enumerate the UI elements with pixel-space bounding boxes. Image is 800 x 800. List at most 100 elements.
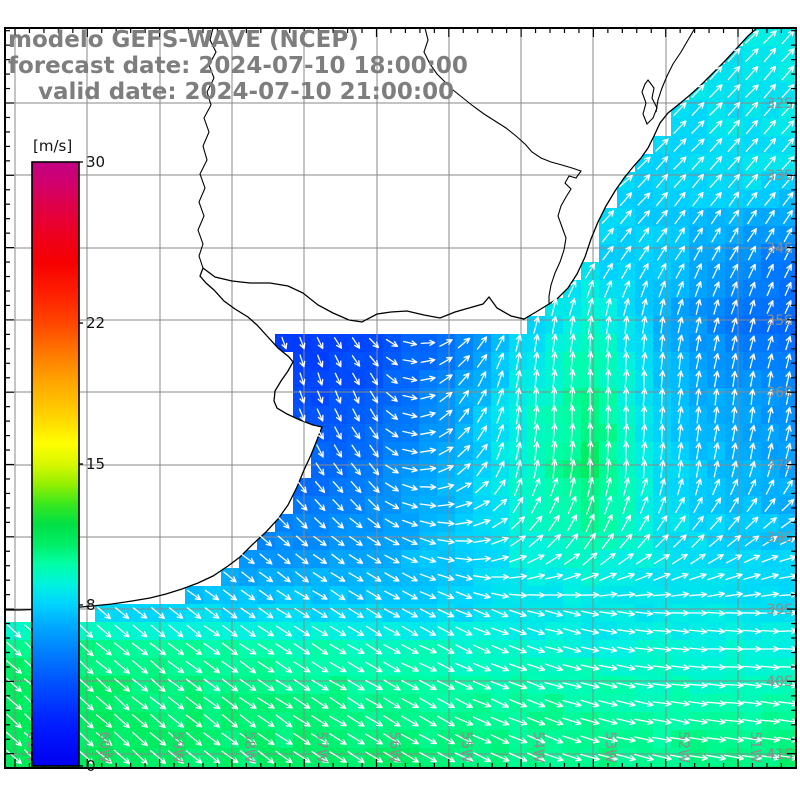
wind-arrow bbox=[601, 533, 615, 549]
wind-arrow bbox=[472, 555, 492, 562]
wind-arrow bbox=[221, 660, 239, 674]
wind-arrow bbox=[419, 697, 437, 709]
wind-arrow bbox=[317, 372, 324, 386]
wind-arrow bbox=[275, 661, 293, 673]
wind-arrow bbox=[437, 680, 455, 690]
wind-arrow bbox=[78, 641, 94, 657]
wind-arrow bbox=[641, 352, 648, 370]
wind-arrow bbox=[569, 477, 577, 497]
wind-arrow bbox=[746, 191, 758, 207]
wind-arrow bbox=[458, 408, 470, 422]
wind-arrow bbox=[352, 408, 360, 422]
wind-arrow bbox=[496, 388, 505, 406]
wind-arrow bbox=[659, 406, 666, 424]
wind-arrow bbox=[623, 387, 630, 407]
wind-arrow bbox=[96, 624, 112, 638]
wind-arrow bbox=[705, 754, 727, 761]
wind-arrow bbox=[385, 356, 399, 366]
wind-arrow bbox=[533, 333, 540, 353]
wind-arrow bbox=[131, 642, 149, 656]
wind-arrow bbox=[652, 754, 672, 762]
wind-arrow bbox=[296, 499, 308, 511]
wind-arrow bbox=[749, 299, 756, 315]
wind-arrow bbox=[508, 681, 528, 690]
wind-arrow bbox=[785, 425, 792, 441]
wind-arrow bbox=[510, 516, 526, 530]
wind-arrow bbox=[203, 714, 221, 728]
wind-arrow bbox=[709, 102, 723, 116]
wind-arrow bbox=[114, 642, 130, 656]
wind-arrow bbox=[533, 387, 540, 407]
wind-arrow bbox=[332, 499, 344, 511]
wind-arrow bbox=[437, 644, 455, 654]
wind-arrow bbox=[616, 700, 636, 708]
wind-arrow bbox=[491, 555, 509, 562]
wind-arrow bbox=[204, 607, 220, 619]
wind-arrow bbox=[749, 335, 756, 351]
wind-arrow bbox=[763, 517, 777, 529]
wind-arrow bbox=[455, 519, 473, 526]
wind-arrow bbox=[203, 643, 221, 655]
wind-arrow bbox=[299, 372, 306, 386]
wind-arrow bbox=[545, 610, 563, 617]
wind-arrow bbox=[223, 571, 237, 583]
latitude-label: 36S bbox=[766, 385, 793, 401]
wind-arrow bbox=[257, 678, 275, 692]
wind-arrow bbox=[695, 352, 702, 370]
wind-arrow bbox=[727, 119, 741, 135]
wind-arrow bbox=[533, 405, 540, 425]
wind-arrow bbox=[748, 281, 756, 297]
wind-arrow bbox=[695, 334, 702, 352]
wind-arrow bbox=[784, 281, 792, 297]
wind-arrow bbox=[550, 477, 559, 497]
wind-arrow bbox=[95, 732, 113, 746]
wind-arrow bbox=[508, 592, 528, 599]
wind-arrow bbox=[454, 733, 474, 745]
wind-arrow bbox=[604, 280, 613, 298]
wind-arrow bbox=[526, 698, 546, 708]
wind-arrow bbox=[526, 645, 546, 654]
wind-arrow bbox=[95, 695, 113, 711]
wind-arrow bbox=[437, 662, 455, 672]
wind-arrow bbox=[670, 736, 690, 743]
wind-arrow bbox=[457, 426, 471, 440]
wind-arrow bbox=[509, 609, 527, 618]
wind-arrow bbox=[544, 591, 564, 599]
wind-arrow bbox=[299, 336, 306, 350]
wind-arrow bbox=[401, 751, 419, 763]
wind-arrow bbox=[605, 458, 612, 480]
wind-arrow bbox=[333, 337, 343, 349]
wind-arrow bbox=[402, 466, 418, 473]
wind-arrow bbox=[713, 442, 720, 460]
wind-arrow bbox=[598, 628, 618, 635]
wind-arrow bbox=[640, 280, 649, 298]
wind-arrow bbox=[5, 749, 23, 765]
wind-arrow bbox=[438, 464, 454, 473]
wind-arrow bbox=[605, 315, 612, 335]
wind-arrow bbox=[763, 30, 777, 44]
wind-arrow bbox=[385, 410, 399, 420]
wind-arrow bbox=[515, 441, 522, 461]
wind-arrow bbox=[313, 535, 327, 547]
wind-arrow bbox=[580, 682, 600, 690]
wind-arrow bbox=[695, 424, 702, 442]
longitude-label: 54W bbox=[530, 731, 546, 763]
latitude-label: 41S bbox=[766, 747, 793, 763]
longitude-label: 59W bbox=[169, 731, 185, 763]
wind-arrow bbox=[239, 714, 257, 728]
wind-arrow bbox=[569, 369, 576, 389]
wind-arrow bbox=[587, 458, 594, 480]
wind-arrow bbox=[436, 751, 456, 763]
wind-arrow bbox=[455, 556, 473, 563]
wind-arrow bbox=[691, 156, 705, 170]
wind-arrow bbox=[634, 610, 654, 617]
wind-arrow bbox=[78, 659, 94, 675]
wind-arrow bbox=[330, 607, 346, 619]
wind-arrow bbox=[605, 440, 612, 462]
wind-arrow bbox=[616, 646, 636, 653]
wind-arrow bbox=[605, 333, 612, 353]
wind-arrow bbox=[515, 405, 522, 425]
wind-arrow bbox=[114, 731, 130, 747]
wind-arrow bbox=[731, 317, 738, 333]
wind-arrow bbox=[709, 84, 723, 98]
